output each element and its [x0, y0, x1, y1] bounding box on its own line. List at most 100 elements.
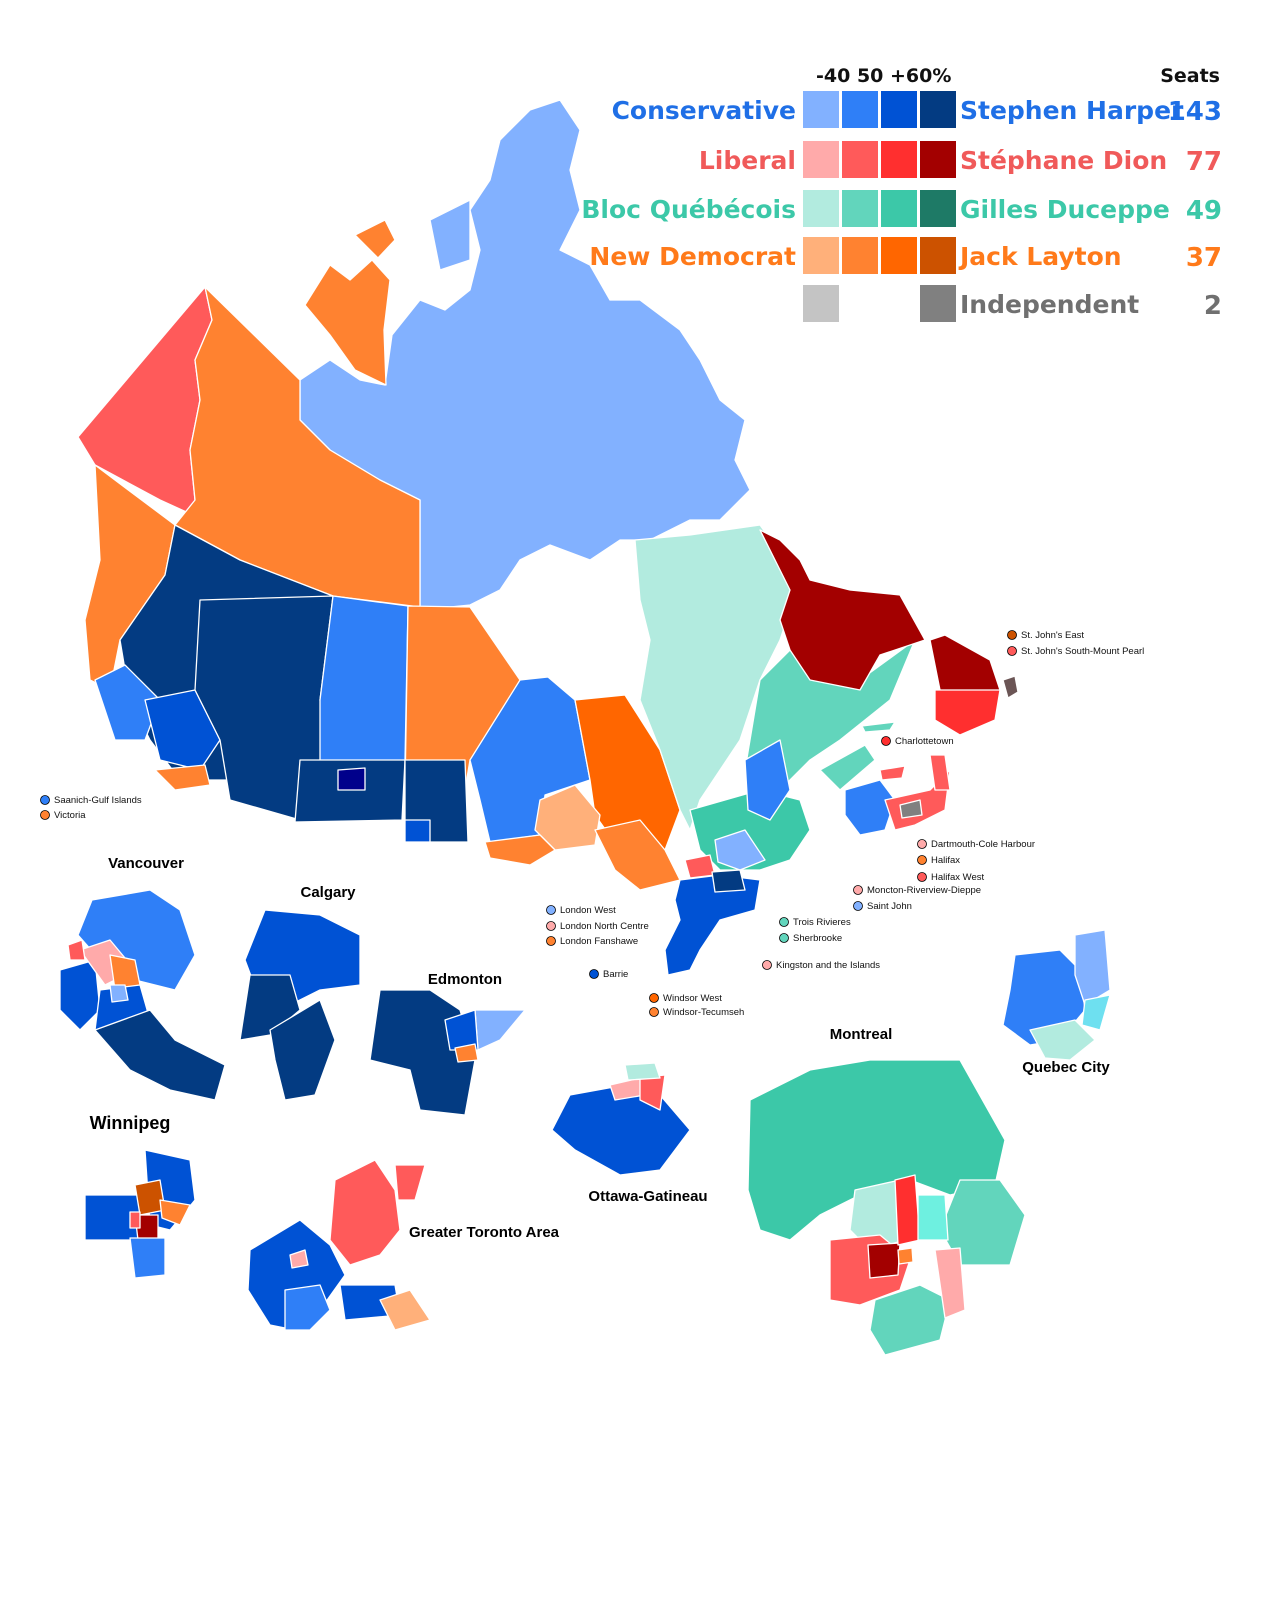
riding-dot	[649, 993, 659, 1003]
inset-title-gta: Greater Toronto Area	[409, 1224, 560, 1241]
riding-dot	[1007, 646, 1017, 656]
region-nunavut	[299, 99, 751, 611]
inset-calgary: Calgary	[239, 884, 361, 1101]
riding-callout: Windsor-Tecumseh	[649, 1007, 744, 1018]
legend-swatch	[803, 91, 839, 128]
riding-callout: Trois Rivieres	[779, 917, 851, 928]
riding-label: Dartmouth-Cole Harbour	[931, 839, 1035, 850]
legend-swatch	[920, 141, 956, 178]
region-regina-dark	[337, 767, 366, 791]
riding-callout: St. John's South-Mount Pearl	[1007, 646, 1144, 657]
inset-ottawa: Ottawa-Gatineau	[551, 1062, 708, 1205]
riding-label: Halifax West	[931, 872, 985, 883]
inset-title-edmonton: Edmonton	[428, 971, 502, 988]
riding-dot	[917, 872, 927, 882]
region-ontario-thunder	[534, 784, 601, 851]
riding-dot	[40, 810, 50, 820]
legend-swatch	[803, 237, 839, 274]
inset-title-montreal: Montreal	[830, 1026, 893, 1043]
inset-edmonton: Edmonton	[369, 971, 526, 1116]
region-ontario-ndp	[484, 834, 556, 866]
region-bc-okanagan	[154, 764, 211, 791]
inset-winnipeg: Winnipeg	[84, 1113, 196, 1279]
region-nl-ind	[1002, 675, 1019, 699]
inset-title-ottawa: Ottawa-Gatineau	[588, 1188, 707, 1205]
riding-callout: Saanich-Gulf Islands	[40, 795, 142, 806]
riding-dot	[881, 736, 891, 746]
riding-callout: Moncton-Riverview-Dieppe	[853, 885, 981, 896]
legend-seat-count: 2	[1204, 291, 1222, 321]
inset-vancouver: Vancouver	[59, 855, 226, 1101]
riding-dot	[546, 921, 556, 931]
riding-label: London North Centre	[560, 921, 649, 932]
legend-seat-count: 143	[1168, 97, 1222, 127]
riding-dot	[779, 917, 789, 927]
riding-dot	[853, 885, 863, 895]
inset-gta: Greater Toronto Area	[247, 1159, 560, 1331]
riding-callout: Sherbrooke	[779, 933, 842, 944]
region-arctic-islands	[429, 199, 471, 271]
legend-row: Liberal Stéphane Dion 77	[699, 141, 1222, 178]
legend-party-name: Liberal	[699, 146, 796, 175]
riding-dot	[546, 936, 556, 946]
region-manitoba-blue	[404, 819, 431, 843]
region-gaspe	[819, 744, 876, 791]
legend-row: Independent 2	[803, 285, 1222, 322]
legend-swatch	[920, 91, 956, 128]
legend-swatch	[920, 237, 956, 274]
riding-dot	[1007, 630, 1017, 640]
riding-label: Saanich-Gulf Islands	[54, 795, 142, 806]
legend-seat-count: 77	[1186, 147, 1222, 177]
legend-swatch	[803, 285, 839, 322]
riding-callout: Charlottetown	[881, 736, 954, 747]
riding-label: St. John's East	[1021, 630, 1084, 641]
legend-leader-name: Jack Layton	[958, 242, 1122, 271]
riding-dot	[40, 795, 50, 805]
region-quebec-con	[744, 739, 791, 821]
region-quebec-con-2	[714, 829, 766, 871]
riding-label: Barrie	[603, 969, 628, 980]
riding-label: Victoria	[54, 810, 86, 821]
riding-label: Moncton-Riverview-Dieppe	[867, 885, 981, 896]
region-pei	[879, 765, 906, 781]
riding-callout: Halifax West	[917, 872, 985, 883]
inset-title-vancouver: Vancouver	[108, 855, 184, 872]
riding-callout: Windsor West	[649, 993, 722, 1004]
region-s-ontario	[664, 874, 761, 976]
region-ns-cape	[929, 754, 951, 791]
legend-leader-name: Stephen Harper	[960, 96, 1184, 125]
region-bc-south-2	[144, 689, 221, 771]
riding-label: Windsor-Tecumseh	[663, 1007, 744, 1018]
legend-row: Bloc Québécois Gilles Duceppe 49	[581, 190, 1222, 227]
region-sask-south	[294, 759, 406, 823]
legend-swatch	[920, 190, 956, 227]
riding-callout: Victoria	[40, 810, 86, 821]
legend-row: New Democrat Jack Layton 37	[589, 237, 1222, 274]
riding-label: Saint John	[867, 901, 912, 912]
riding-callout: London Fanshawe	[546, 936, 638, 947]
riding-dot	[546, 905, 556, 915]
riding-label: Sherbrooke	[793, 933, 842, 944]
region-ontario-kenora	[469, 676, 591, 843]
riding-label: Windsor West	[663, 993, 722, 1004]
riding-dot	[762, 960, 772, 970]
riding-label: London Fanshawe	[560, 936, 638, 947]
legend-leader-name: Gilles Duceppe	[960, 195, 1170, 224]
riding-callout: Kingston and the Islands	[762, 960, 880, 971]
legend-swatch	[842, 190, 878, 227]
riding-callout: London North Centre	[546, 921, 649, 932]
riding-callout: Dartmouth-Cole Harbour	[917, 839, 1035, 850]
legend-swatch	[842, 91, 878, 128]
region-s-ontario-lib	[684, 854, 716, 879]
riding-callout: Halifax	[917, 855, 960, 866]
riding-callout: London West	[546, 905, 616, 916]
region-nb	[844, 779, 896, 836]
riding-dot	[917, 855, 927, 865]
legend-swatch	[881, 190, 917, 227]
canada-map	[77, 99, 1019, 976]
legend-swatch	[920, 285, 956, 322]
legend-scale-header: -40 50 +60%	[816, 65, 951, 87]
legend-leader-name: Stéphane Dion	[960, 146, 1167, 175]
